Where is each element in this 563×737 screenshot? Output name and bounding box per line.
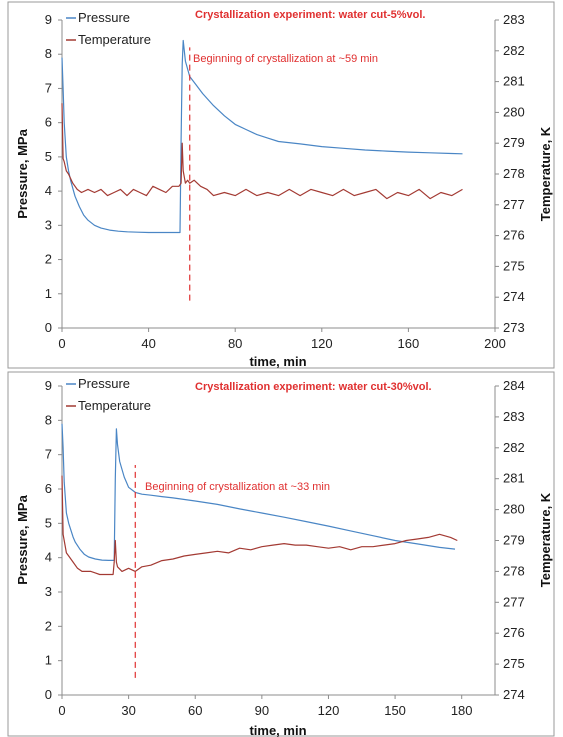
chart2-y2-tick-label: 275 [503,656,525,671]
chart1-y2-tick-label: 275 [503,258,525,273]
chart1-y-tick-label: 8 [45,46,52,61]
chart1-y2-tick-label: 280 [503,104,525,119]
chart1-y2-tick-label: 273 [503,320,525,335]
chart2-y2-tick-label: 281 [503,471,525,486]
chart2-legend-label-temperature: Temperature [78,398,151,413]
chart2-y-tick-label: 6 [45,481,52,496]
chart2-y-tick-label: 4 [45,550,52,565]
chart1-series-pressure-line [61,39,463,234]
chart1-x-axis-title: time, min [249,354,306,369]
chart2-x-axis-title: time, min [249,723,306,737]
chart2-x-tick-label: 60 [188,703,202,718]
chart1-y-tick-label: 7 [45,80,52,95]
chart1-y-tick-label: 5 [45,149,52,164]
chart1-y-tick-label: 2 [45,252,52,267]
chart1-y-tick-label: 6 [45,115,52,130]
chart2-y-tick-label: 9 [45,378,52,393]
chart1-x-tick-label: 0 [58,336,65,351]
chart1-y-tick-label: 9 [45,12,52,27]
chart2-y2-tick-label: 276 [503,625,525,640]
chart1-x-tick-label: 160 [398,336,420,351]
chart2-y2-axis-title: Temperature, K [538,492,553,587]
chart1-y2-tick-label: 274 [503,289,525,304]
chart1-panel-border [7,1,555,369]
chart1-y2-tick-label: 282 [503,43,525,58]
chart2-x-tick-label: 120 [318,703,340,718]
chart1-y2-tick-label: 283 [503,12,525,27]
chart2-y2-tick-label: 279 [503,533,525,548]
chart2-y2-tick-label: 277 [503,594,525,609]
chart2-y2-tick-label: 282 [503,440,525,455]
chart1-y-tick-label: 0 [45,320,52,335]
chart2-y2-tick-label: 283 [503,409,525,424]
chart2-y2-tick-label: 274 [503,687,525,702]
chart1-legend-label-temperature: Temperature [78,32,151,47]
chart2-series-temperature-line [61,475,458,576]
chart2-y-tick-label: 0 [45,687,52,702]
chart1-y2-tick-label: 281 [503,74,525,89]
chart1-y-tick-label: 4 [45,183,52,198]
chart2-legend-label-pressure: Pressure [78,376,130,391]
chart1-y2-tick-label: 277 [503,197,525,212]
chart2-y-tick-label: 5 [45,515,52,530]
chart1-y2-axis-title: Temperature, K [538,126,553,221]
chart2-y2-tick-label: 280 [503,502,525,517]
chart2-y-tick-label: 7 [45,447,52,462]
chart1-y-tick-label: 1 [45,286,52,301]
chart2-crystallization-annotation: Beginning of crystallization at ~33 min [145,481,330,493]
chart1-x-tick-label: 200 [484,336,506,351]
chart2-y2-tick-label: 278 [503,563,525,578]
chart1-series-temperature-line [61,103,463,200]
chart2-x-tick-label: 90 [255,703,269,718]
chart2-x-tick-label: 30 [121,703,135,718]
chart1-crystallization-annotation: Beginning of crystallization at ~59 min [193,53,378,65]
chart2-x-tick-label: 180 [451,703,473,718]
chart2-panel-border [7,371,555,737]
chart1-y-tick-label: 3 [45,217,52,232]
chart1-legend-label-pressure: Pressure [78,10,130,25]
chart2-y-tick-label: 1 [45,653,52,668]
chart1-y2-tick-label: 276 [503,228,525,243]
chart1-title: Crystallization experiment: water cut-5%… [195,9,425,21]
chart2-y-tick-label: 3 [45,584,52,599]
chart2-y2-tick-label: 284 [503,378,525,393]
chart2-x-tick-label: 150 [384,703,406,718]
chart1-y2-tick-label: 279 [503,135,525,150]
chart2-y-tick-label: 2 [45,618,52,633]
chart2-x-tick-label: 0 [58,703,65,718]
chart1-y2-tick-label: 278 [503,166,525,181]
chart2-y-tick-label: 8 [45,412,52,427]
chart2-y-axis-title: Pressure, MPa [15,494,30,584]
chart1-x-tick-label: 120 [311,336,333,351]
chart1-x-tick-label: 40 [141,336,155,351]
chart2-title: Crystallization experiment: water cut-30… [195,381,432,393]
chart2-series-pressure-line [61,423,456,562]
chart1-y-axis-title: Pressure, MPa [15,128,30,218]
chart1-x-tick-label: 80 [228,336,242,351]
